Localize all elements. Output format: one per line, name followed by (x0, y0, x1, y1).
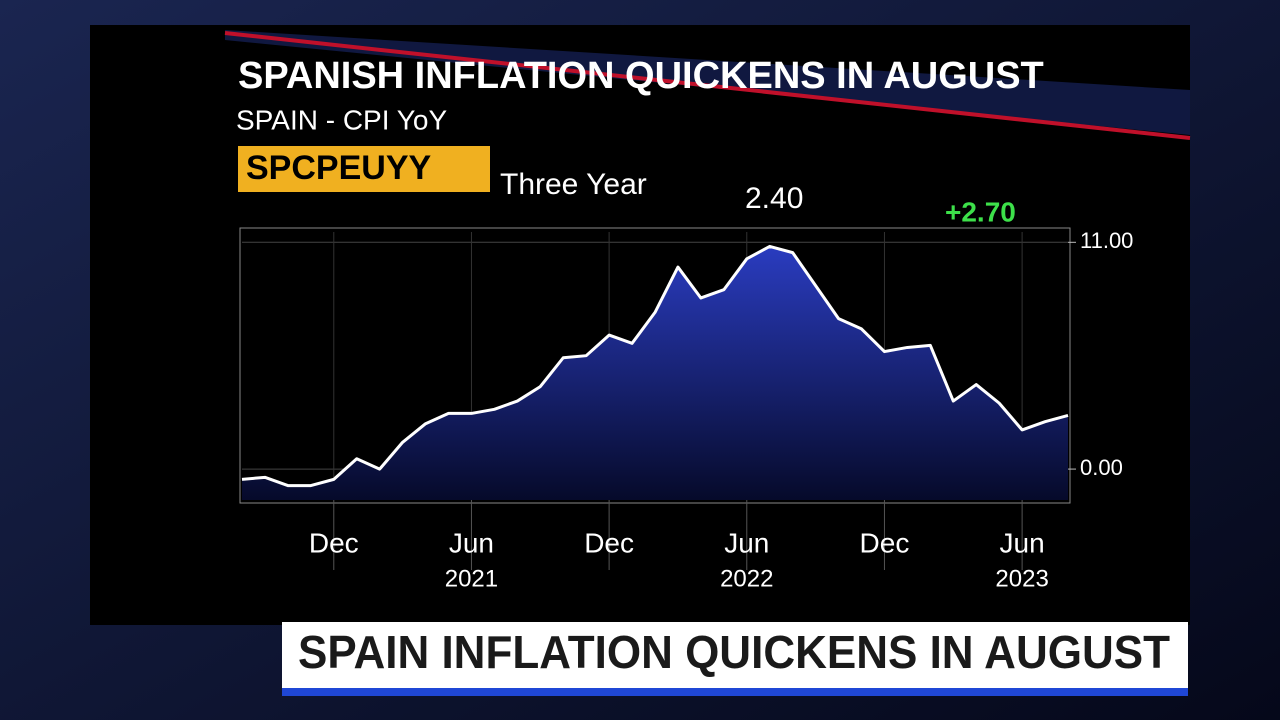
ticker-box (238, 146, 490, 192)
x-tick-label: Jun (1000, 527, 1045, 558)
period: Three Year (500, 168, 647, 201)
banner-stripe (282, 688, 1188, 696)
chart-subtitle: SPAIN - CPI YoY (236, 104, 447, 135)
banner-text: SPAIN INFLATION QUICKENS IN AUGUST (298, 626, 1170, 678)
chart-title: SPANISH INFLATION QUICKENS IN AUGUST (238, 55, 1044, 97)
change: +2.70 (945, 196, 1016, 227)
line (241, 244, 1069, 488)
x-tick-label: Jun (449, 527, 494, 558)
area (242, 246, 1068, 500)
plot: 0.00 11.00 Dec Jun 2021 Dec Jun 2022 Dec Jun 2023 (241, 228, 1133, 592)
y-tick-label: 11.00 (1080, 228, 1133, 253)
header-rule (224, 31, 1191, 140)
x-tick-label: Dec (584, 527, 634, 558)
banner-box (282, 622, 1188, 690)
header-band (225, 30, 1190, 135)
x-tick-label: Dec (309, 527, 359, 558)
x-year-label: 2022 (720, 565, 773, 592)
x-year-label: 2023 (995, 565, 1048, 592)
screen (90, 25, 1190, 625)
x-year-label: 2021 (445, 565, 498, 592)
x-tick-label: Jun (724, 527, 769, 558)
ticker: SPCPEUYY (246, 149, 431, 187)
plot-frame (239, 227, 1071, 504)
x-tick-label: Dec (860, 527, 910, 558)
y-tick-label: 0.00 (1080, 455, 1123, 480)
last-value: 2.40 (745, 182, 803, 215)
